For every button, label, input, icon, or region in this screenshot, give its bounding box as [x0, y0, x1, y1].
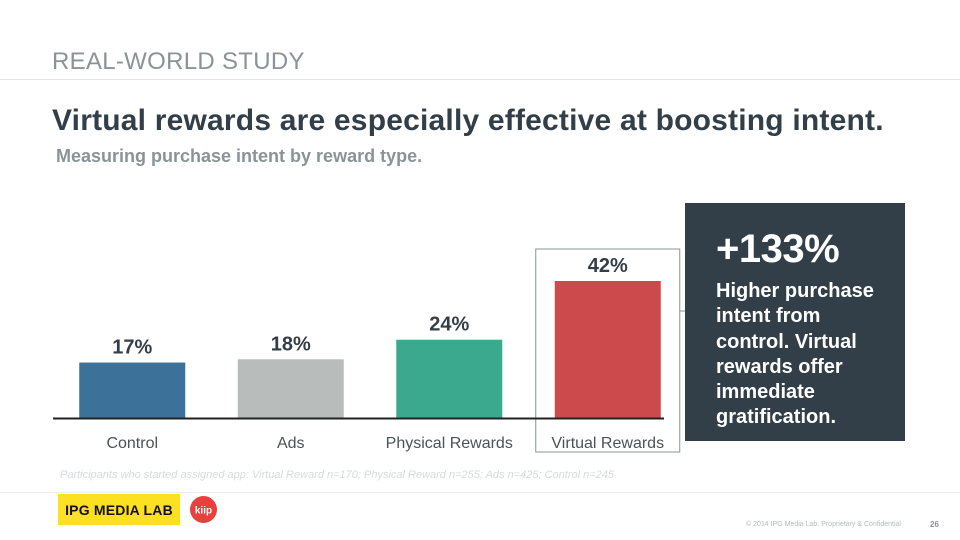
slide-subtitle: Measuring purchase intent by reward type…: [56, 146, 423, 166]
bar-physical-rewards: [396, 339, 503, 418]
callout-text: Higher purchase intent from control. Vir…: [716, 280, 874, 429]
sample-size-footnote: Participants who started assigned app: V…: [60, 469, 615, 481]
category-label: Virtual Rewards: [551, 435, 664, 452]
bar-ads: [237, 359, 344, 418]
value-label: 18%: [271, 333, 311, 355]
svg-text:kiip: kiip: [195, 506, 212, 517]
bar-virtual-rewards: [554, 281, 661, 418]
value-label: 42%: [588, 255, 628, 277]
bar-control: [79, 362, 186, 418]
category-label: Ads: [277, 435, 305, 452]
page-number: 26: [930, 520, 939, 529]
kiip-logo: kiip: [190, 496, 217, 523]
footer-divider: [0, 492, 960, 493]
header-divider: [0, 79, 960, 80]
value-label: 17%: [112, 337, 152, 359]
section-eyebrow: REAL-WORLD STUDY: [52, 48, 305, 75]
copyright-notice: © 2014 IPG Media Lab. Proprietary & Conf…: [746, 521, 901, 528]
highlight-callout: +133% Higher purchase intent from contro…: [685, 203, 905, 441]
value-label: 24%: [429, 314, 469, 336]
highlight-frame: [535, 248, 681, 453]
category-label: Physical Rewards: [386, 435, 513, 452]
callout-stat: +133%: [716, 227, 840, 271]
category-label: Control: [106, 435, 158, 452]
ipg-media-lab-logo: IPG MEDIA LAB: [58, 494, 180, 525]
slide-title: Virtual rewards are especially effective…: [52, 104, 884, 137]
